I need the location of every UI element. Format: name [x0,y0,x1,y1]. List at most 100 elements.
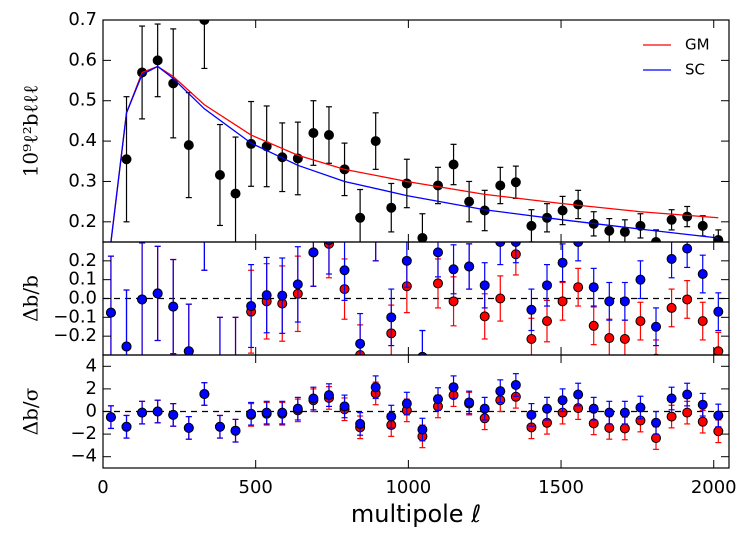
data-point [495,180,506,191]
data-point [215,360,224,369]
data-point [713,306,724,317]
data-point [682,389,693,400]
data-point [479,403,490,414]
data-point [682,294,693,305]
x-tick-label: 0 [97,477,108,498]
y-tick-label: −4 [70,446,97,467]
y-tick-label: −2 [70,423,97,444]
model-line [110,65,719,242]
data-point [651,433,662,444]
data-point [277,407,288,418]
data-point [183,422,194,433]
data-point [200,219,209,228]
data-point [324,242,334,246]
data-point [230,188,241,199]
data-point [183,140,194,151]
data-point [105,412,116,423]
data-point [121,154,132,165]
y-tick-label: 4 [86,355,97,376]
data-point [652,353,660,355]
data-point [152,406,163,417]
data-point [526,409,537,420]
legend-label: SC [685,61,705,79]
data-point [121,421,132,432]
data-point [464,261,475,272]
data-point [588,282,599,293]
data-point [215,360,224,369]
data-point [604,225,615,236]
y-tick-label: 0.6 [68,49,97,70]
data-point [355,338,366,349]
y-tick-label: 0.3 [68,170,97,191]
y-tick-label: 0.2 [68,211,97,232]
data-point [619,407,630,418]
data-point [214,421,225,432]
data-point [199,20,210,25]
data-point [651,237,662,242]
data-point [448,382,459,393]
data-point [168,301,179,312]
data-point [308,247,319,258]
data-point [152,288,163,299]
y-axis-label: Δb/σ [19,387,43,435]
x-tick-label: 1500 [538,477,584,498]
data-point [370,382,381,393]
data-point [230,425,241,436]
data-point [635,220,646,231]
data-point [137,407,148,418]
data-point [604,296,615,307]
data-point [557,395,568,406]
data-point [370,136,381,147]
data-point [371,228,380,237]
data-point [573,389,584,400]
data-point [682,211,693,222]
data-point [168,409,179,420]
data-point [261,407,272,418]
data-point [651,321,662,332]
x-tick-label: 500 [239,477,273,498]
data-point [697,220,708,231]
model-line [110,65,719,242]
legend-label: GM [685,36,710,54]
data-point [697,269,708,280]
data-point [635,274,646,285]
data-point [308,393,319,404]
data-point [619,333,630,344]
data-point [526,304,537,315]
data-point [682,243,693,254]
data-point [495,293,506,304]
x-axis-label: multipole ℓ [351,500,481,528]
y-tick-label: 0.1 [68,269,97,290]
data-point [542,316,553,327]
data-point [246,408,257,419]
data-point [682,407,693,418]
data-point [713,410,724,421]
data-point [666,393,677,404]
data-point [557,205,568,216]
data-point [619,226,630,237]
data-point [510,177,521,188]
y-tick-label: 0.4 [68,130,97,151]
plot-area [103,373,729,450]
data-point [604,333,615,344]
data-point [495,242,506,247]
data-point [152,55,163,66]
data-point [495,386,506,397]
y-tick-label: 0.5 [68,90,97,111]
data-point [464,196,475,207]
data-point [448,296,459,307]
data-point [619,296,630,307]
y-tick-label: 0.2 [68,250,97,271]
y-tick-label: 0.0 [68,288,97,309]
data-point [121,341,132,352]
data-point [231,360,240,369]
y-tick-label: −0.1 [53,306,97,327]
data-point [697,316,708,327]
data-point [697,416,708,427]
data-point [635,316,646,327]
data-point [199,388,210,399]
data-point [214,169,225,180]
data-point [635,402,646,413]
data-point [355,212,366,223]
